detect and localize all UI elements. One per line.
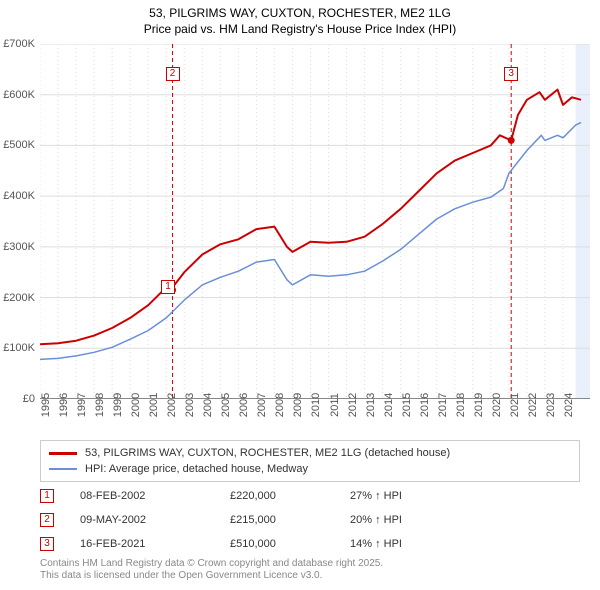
x-axis-tick-label: 2006 — [238, 393, 250, 417]
x-axis-tick-label: 2007 — [256, 393, 268, 417]
x-axis-tick-label: 1998 — [94, 393, 106, 417]
x-axis-tick-label: 2005 — [220, 393, 232, 417]
y-axis-tick-label: £700K — [3, 38, 35, 50]
attribution: Contains HM Land Registry data © Crown c… — [40, 558, 383, 582]
x-axis-tick-label: 2009 — [292, 393, 304, 417]
x-axis-tick-label: 1995 — [40, 393, 52, 417]
chart-marker-2: 2 — [166, 67, 180, 81]
event-marker: 2 — [40, 513, 54, 527]
event-price: £220,000 — [230, 490, 350, 502]
event-date: 16-FEB-2021 — [80, 538, 230, 550]
y-axis-tick-label: £500K — [3, 139, 35, 151]
x-axis-tick-label: 2014 — [383, 393, 395, 417]
chart-marker-1: 1 — [161, 280, 175, 294]
y-axis-tick-label: £100K — [3, 342, 35, 354]
chart-marker-3: 3 — [504, 67, 518, 81]
event-price: £510,000 — [230, 538, 350, 550]
x-axis-tick-label: 1999 — [112, 393, 124, 417]
y-axis-tick-label: £200K — [3, 292, 35, 304]
event-marker: 1 — [40, 489, 54, 503]
attribution-line-1: Contains HM Land Registry data © Crown c… — [40, 558, 383, 570]
title-line-2: Price paid vs. HM Land Registry's House … — [0, 22, 600, 38]
x-axis-tick-label: 2016 — [419, 393, 431, 417]
x-axis-tick-label: 2019 — [473, 393, 485, 417]
y-axis-tick-label: £300K — [3, 241, 35, 253]
x-axis-tick-label: 2020 — [491, 393, 503, 417]
chart-plot-area: £0£100K£200K£300K£400K£500K£600K£700K199… — [40, 44, 590, 399]
x-axis-tick-label: 2024 — [563, 393, 575, 417]
y-axis-tick-label: £400K — [3, 190, 35, 202]
chart-svg — [40, 44, 590, 399]
x-axis-tick-label: 2003 — [184, 393, 196, 417]
legend: 53, PILGRIMS WAY, CUXTON, ROCHESTER, ME2… — [40, 440, 580, 482]
event-row: 3 16-FEB-2021£510,00014% ↑ HPI — [40, 532, 580, 556]
event-delta: 14% ↑ HPI — [350, 538, 402, 550]
x-axis-tick-label: 2011 — [329, 393, 341, 417]
event-row: 2 09-MAY-2002£215,00020% ↑ HPI — [40, 508, 580, 532]
x-axis-tick-label: 2013 — [365, 393, 377, 417]
chart-container: 53, PILGRIMS WAY, CUXTON, ROCHESTER, ME2… — [0, 0, 600, 590]
x-axis-tick-label: 1996 — [58, 393, 70, 417]
x-axis-tick-label: 2001 — [148, 393, 160, 417]
legend-label: HPI: Average price, detached house, Medw… — [85, 463, 308, 475]
x-axis-tick-label: 2015 — [401, 393, 413, 417]
x-axis-tick-label: 2010 — [310, 393, 322, 417]
title-line-1: 53, PILGRIMS WAY, CUXTON, ROCHESTER, ME2… — [0, 6, 600, 22]
y-axis-tick-label: £0 — [23, 393, 35, 405]
legend-item: HPI: Average price, detached house, Medw… — [49, 461, 571, 477]
x-axis-tick-label: 2021 — [509, 393, 521, 417]
event-row: 1 08-FEB-2002£220,00027% ↑ HPI — [40, 484, 580, 508]
x-axis-tick-label: 2018 — [455, 393, 467, 417]
x-axis-tick-label: 2023 — [545, 393, 557, 417]
event-delta: 20% ↑ HPI — [350, 514, 402, 526]
event-delta: 27% ↑ HPI — [350, 490, 402, 502]
events-table: 1 08-FEB-2002£220,00027% ↑ HPI 2 09-MAY-200… — [40, 484, 580, 556]
y-axis-tick-label: £600K — [3, 89, 35, 101]
legend-item: 53, PILGRIMS WAY, CUXTON, ROCHESTER, ME2… — [49, 445, 571, 461]
legend-swatch — [49, 468, 77, 470]
x-axis-tick-label: 2002 — [166, 393, 178, 417]
chart-title: 53, PILGRIMS WAY, CUXTON, ROCHESTER, ME2… — [0, 0, 600, 37]
event-date: 09-MAY-2002 — [80, 514, 230, 526]
event-date: 08-FEB-2002 — [80, 490, 230, 502]
x-axis-tick-label: 2017 — [437, 393, 449, 417]
x-axis-tick-label: 2004 — [202, 393, 214, 417]
x-axis-tick-label: 2000 — [130, 393, 142, 417]
x-axis-tick-label: 2022 — [527, 393, 539, 417]
event-marker: 3 — [40, 537, 54, 551]
legend-label: 53, PILGRIMS WAY, CUXTON, ROCHESTER, ME2… — [85, 447, 450, 459]
x-axis-tick-label: 1997 — [76, 393, 88, 417]
x-axis-tick-label: 2012 — [347, 393, 359, 417]
x-axis-tick-label: 2008 — [274, 393, 286, 417]
attribution-line-2: This data is licensed under the Open Gov… — [40, 570, 383, 582]
event-price: £215,000 — [230, 514, 350, 526]
legend-swatch — [49, 452, 77, 455]
